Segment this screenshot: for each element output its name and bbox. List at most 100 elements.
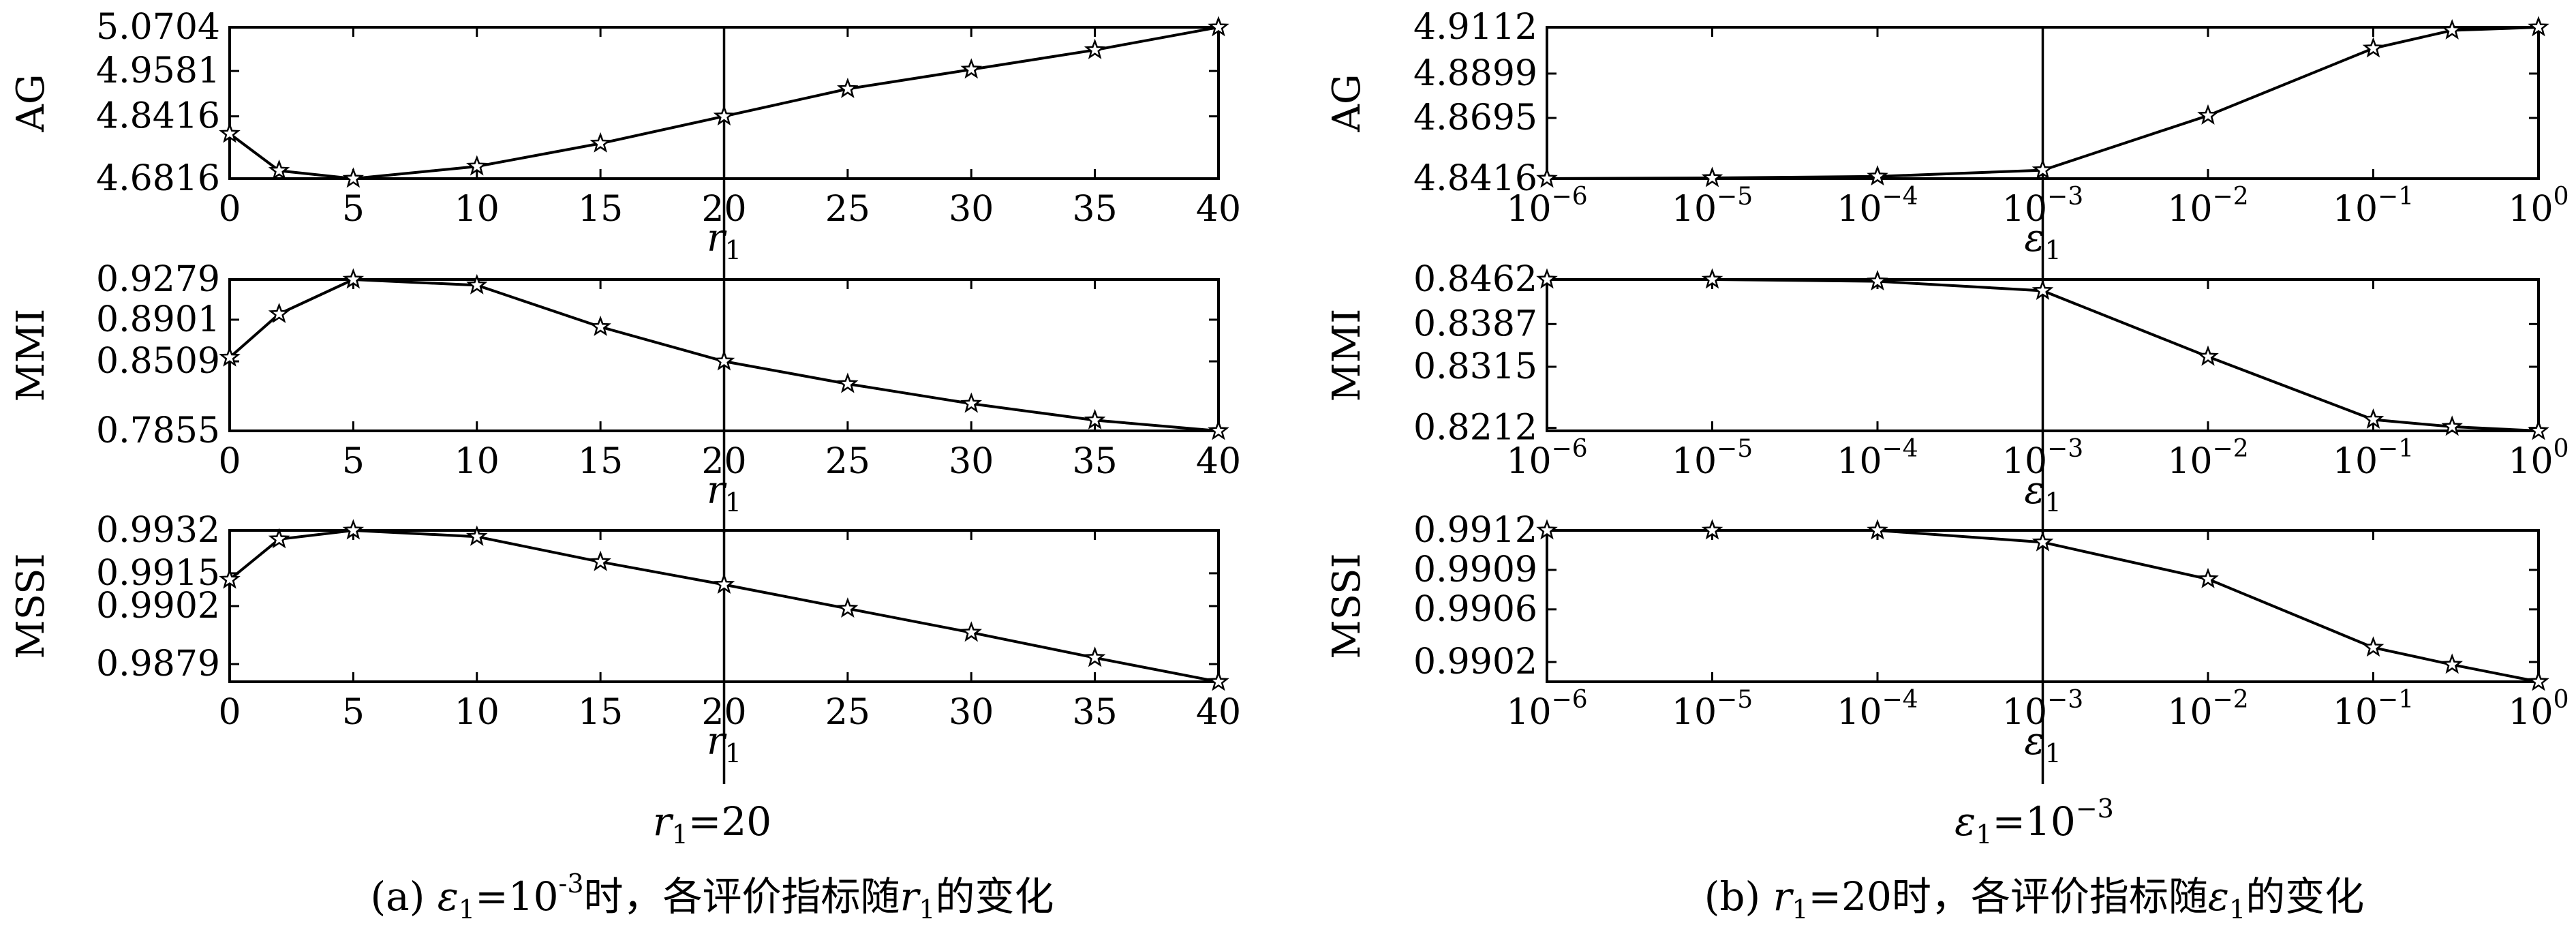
- data-point: [2528, 419, 2549, 440]
- x-tick-label: 100: [2508, 435, 2569, 482]
- data-point: [219, 346, 241, 367]
- data-point: [2031, 159, 2054, 179]
- data-point: [2197, 104, 2219, 125]
- y-tick-label: 0.8509: [96, 341, 220, 382]
- data-point: [1701, 268, 1723, 289]
- x-tick-label: 15: [578, 692, 623, 733]
- y-tick-label: 4.9581: [96, 50, 220, 91]
- y-tick-label: 4.8416: [96, 96, 220, 137]
- x-tick-label: 10−1: [2333, 686, 2414, 733]
- y-tick-label: 5.0704: [96, 7, 220, 48]
- data-point: [1084, 646, 1106, 667]
- y-tick-label: 0.9912: [1413, 510, 1537, 551]
- x-tick-label: 5: [342, 441, 365, 482]
- data-point: [1701, 166, 1723, 187]
- data-point: [219, 568, 241, 589]
- x-tick-label: 25: [825, 692, 870, 733]
- x-tick-label: 10−5: [1672, 435, 1753, 482]
- data-point: [2441, 653, 2464, 674]
- x-tick-label: 30: [949, 692, 994, 733]
- x-tick-label: 15: [578, 441, 623, 482]
- series-line: [228, 26, 1219, 181]
- x-tick-label: 10−4: [1837, 686, 1918, 733]
- y-axis-label: MMI: [1325, 309, 1369, 402]
- y-axis-label: AG: [9, 74, 53, 132]
- data-point: [342, 268, 365, 289]
- data-point: [342, 167, 365, 188]
- y-tick-label: 0.8212: [1413, 408, 1537, 449]
- y-tick-label: 0.9902: [96, 586, 220, 627]
- x-tick-label: 25: [825, 189, 870, 230]
- x-tick-label: 40: [1196, 692, 1241, 733]
- data-point: [713, 573, 735, 594]
- data-point: [1867, 519, 1888, 540]
- x-axis-label: ε1: [2024, 216, 2061, 265]
- x-tick-label: 10−1: [2333, 183, 2414, 230]
- data-point: [1208, 419, 1229, 440]
- y-tick-label: 0.8315: [1413, 346, 1537, 387]
- y-tick-label: 0.7855: [96, 410, 220, 451]
- x-tick-label: 20: [701, 692, 746, 733]
- caption-b: (b) r1=20时，各评价指标随ε1的变化: [1704, 873, 2364, 924]
- data-point: [2362, 636, 2385, 657]
- data-point: [2528, 16, 2549, 37]
- x-tick-label: 10−3: [2002, 686, 2083, 733]
- x-tick-label: 10: [455, 692, 500, 733]
- x-tick-label: 10: [455, 441, 500, 482]
- x-tick-label: 10−5: [1672, 183, 1753, 230]
- x-axis-label: ε1: [2024, 468, 2061, 517]
- x-tick-label: 10−6: [1506, 435, 1587, 482]
- data-point: [342, 519, 365, 540]
- x-tick-label: 10−2: [2167, 183, 2248, 230]
- x-tick-label: 30: [949, 441, 994, 482]
- data-point: [465, 155, 488, 176]
- y-tick-label: 0.9915: [96, 553, 220, 594]
- data-point: [960, 58, 983, 79]
- data-point: [1084, 38, 1106, 59]
- y-axis-label: MSSI: [1325, 553, 1369, 659]
- data-point: [1084, 408, 1106, 430]
- data-point: [2441, 415, 2464, 436]
- x-tick-label: 20: [701, 189, 746, 230]
- data-point: [2362, 408, 2385, 429]
- data-point: [589, 315, 611, 336]
- annotation-b: ε1=10−3: [1954, 794, 2114, 849]
- y-tick-label: 0.9909: [1413, 549, 1537, 590]
- x-tick-label: 40: [1196, 189, 1241, 230]
- x-tick-label: 10−3: [2002, 183, 2083, 230]
- data-point: [1536, 519, 1558, 540]
- data-point: [589, 132, 611, 153]
- data-point: [465, 525, 488, 546]
- y-tick-label: 4.6816: [96, 158, 220, 199]
- data-point: [1701, 519, 1723, 540]
- data-point: [268, 159, 290, 180]
- x-tick-label: 100: [2508, 183, 2569, 230]
- y-tick-label: 4.8695: [1413, 97, 1537, 138]
- x-tick-label: 10−3: [2002, 435, 2083, 482]
- data-point: [1867, 270, 1888, 290]
- series-line: [1546, 26, 2539, 180]
- data-point: [960, 392, 983, 413]
- annotation-a: r1=20: [653, 798, 771, 849]
- caption-a: (a) ε1=10-3时，各评价指标随r1的变化: [371, 869, 1054, 924]
- x-tick-label: 35: [1073, 441, 1118, 482]
- x-tick-label: 25: [825, 441, 870, 482]
- x-tick-label: 10−4: [1837, 183, 1918, 230]
- series-line: [1547, 278, 2539, 432]
- x-tick-label: 5: [342, 692, 365, 733]
- data-point: [2031, 279, 2054, 300]
- y-tick-label: 0.9279: [96, 259, 220, 300]
- series-line: [228, 277, 1219, 432]
- y-tick-label: 0.9902: [1413, 642, 1537, 682]
- series-line: [1547, 529, 2539, 683]
- data-point: [960, 621, 983, 642]
- x-tick-label: 10−2: [2167, 686, 2248, 733]
- x-tick-label: 35: [1073, 189, 1118, 230]
- data-point: [1536, 268, 1558, 289]
